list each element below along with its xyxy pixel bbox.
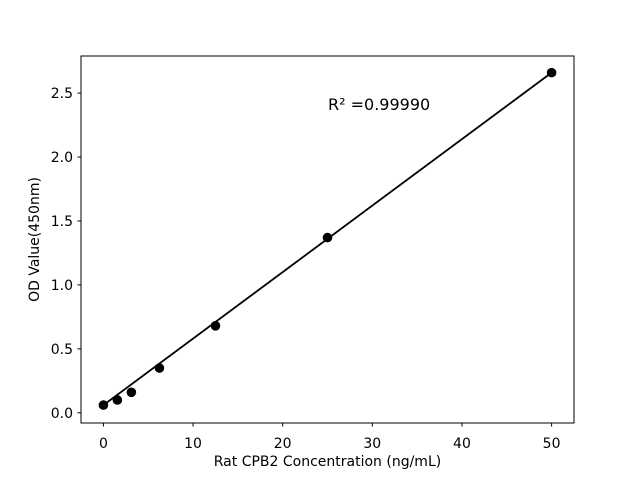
data-point bbox=[112, 395, 123, 405]
plot-border bbox=[80, 55, 575, 424]
data-point bbox=[154, 363, 165, 373]
y-tick-label: 0.5 bbox=[51, 342, 73, 358]
y-tick-label: 2.5 bbox=[51, 86, 73, 102]
x-tick-label: 10 bbox=[184, 436, 202, 452]
x-axis-label: Rat CPB2 Concentration (ng/mL) bbox=[214, 454, 441, 470]
x-tick-label: 50 bbox=[543, 436, 561, 452]
data-point bbox=[98, 400, 109, 410]
x-tick-label: 0 bbox=[99, 436, 108, 452]
y-tick-label: 1.0 bbox=[51, 278, 73, 294]
plot-area: 0 10 20 30 40 50 0.0 0.5 1.0 1.5 2.0 2.5 bbox=[51, 55, 575, 452]
r-squared-annotation: R² =0.99990 bbox=[328, 95, 430, 114]
x-tick-label: 30 bbox=[363, 436, 381, 452]
y-tick-label: 2.0 bbox=[51, 150, 73, 166]
y-tick-label: 1.5 bbox=[51, 214, 73, 230]
data-point bbox=[210, 321, 221, 331]
y-tick-label: 0.0 bbox=[51, 406, 73, 422]
x-tick-label: 40 bbox=[453, 436, 471, 452]
x-tick-label: 20 bbox=[274, 436, 292, 452]
y-axis-label: OD Value(450nm) bbox=[27, 177, 43, 302]
data-point bbox=[546, 67, 557, 78]
data-point bbox=[126, 387, 137, 398]
data-point bbox=[322, 232, 333, 243]
